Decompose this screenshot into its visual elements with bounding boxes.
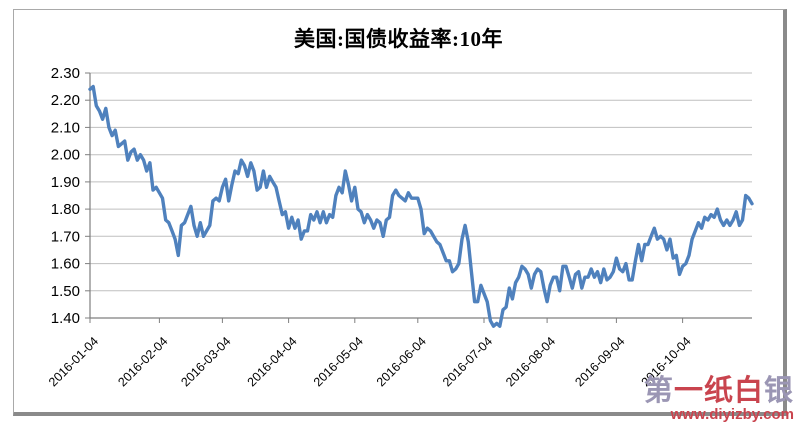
- watermark-url: www.diyizby.com: [670, 406, 794, 423]
- watermark-logo: 第一纸白银: [644, 377, 794, 406]
- y-axis-label: 1.70: [51, 228, 80, 245]
- y-axis-label: 2.10: [51, 119, 80, 136]
- watermark: 第一纸白银 www.diyizby.com: [644, 377, 794, 423]
- x-axis-label: 2016-07-04: [440, 334, 495, 389]
- y-axis-label: 2.00: [51, 147, 80, 164]
- y-axis-label: 2.30: [51, 65, 80, 82]
- y-axis-label: 1.40: [51, 310, 80, 327]
- watermark-logo-char: 纸: [703, 375, 734, 407]
- series-line: [88, 84, 754, 328]
- watermark-logo-char: 一: [673, 375, 704, 407]
- x-axis-label: 2016-06-04: [374, 334, 429, 389]
- x-axis-label: 2016-04-04: [245, 334, 300, 389]
- watermark-logo-char: 第: [643, 375, 674, 407]
- watermark-logo-char: 白: [733, 375, 764, 407]
- chart-container: 美国:国债收益率:10年 2.30 2.20 2.10 2.00 1.90 1.80 1.7…: [13, 9, 787, 416]
- x-axis-label: 2016-09-04: [572, 334, 627, 389]
- x-axis-label: 2016-02-04: [115, 334, 170, 389]
- y-axis-label: 1.50: [51, 283, 80, 300]
- plot-area: 2.30 2.20 2.10 2.00 1.90 1.80 1.70 1.60 1.50 1.40…: [46, 65, 754, 389]
- watermark-logo-char: 银: [763, 375, 794, 407]
- y-axis-label: 2.20: [51, 92, 80, 109]
- x-axis-label: 2016-08-04: [503, 334, 558, 389]
- x-axis-label: 2016-01-04: [46, 334, 101, 389]
- y-axis-label: 1.80: [51, 201, 80, 218]
- chart-title: 美国:国债收益率:10年: [294, 27, 503, 51]
- x-axis-label: 2016-03-04: [178, 334, 233, 389]
- x-axis-label: 2016-05-04: [311, 334, 366, 389]
- y-axis-label: 1.90: [51, 174, 80, 191]
- y-axis-label: 1.60: [51, 256, 80, 273]
